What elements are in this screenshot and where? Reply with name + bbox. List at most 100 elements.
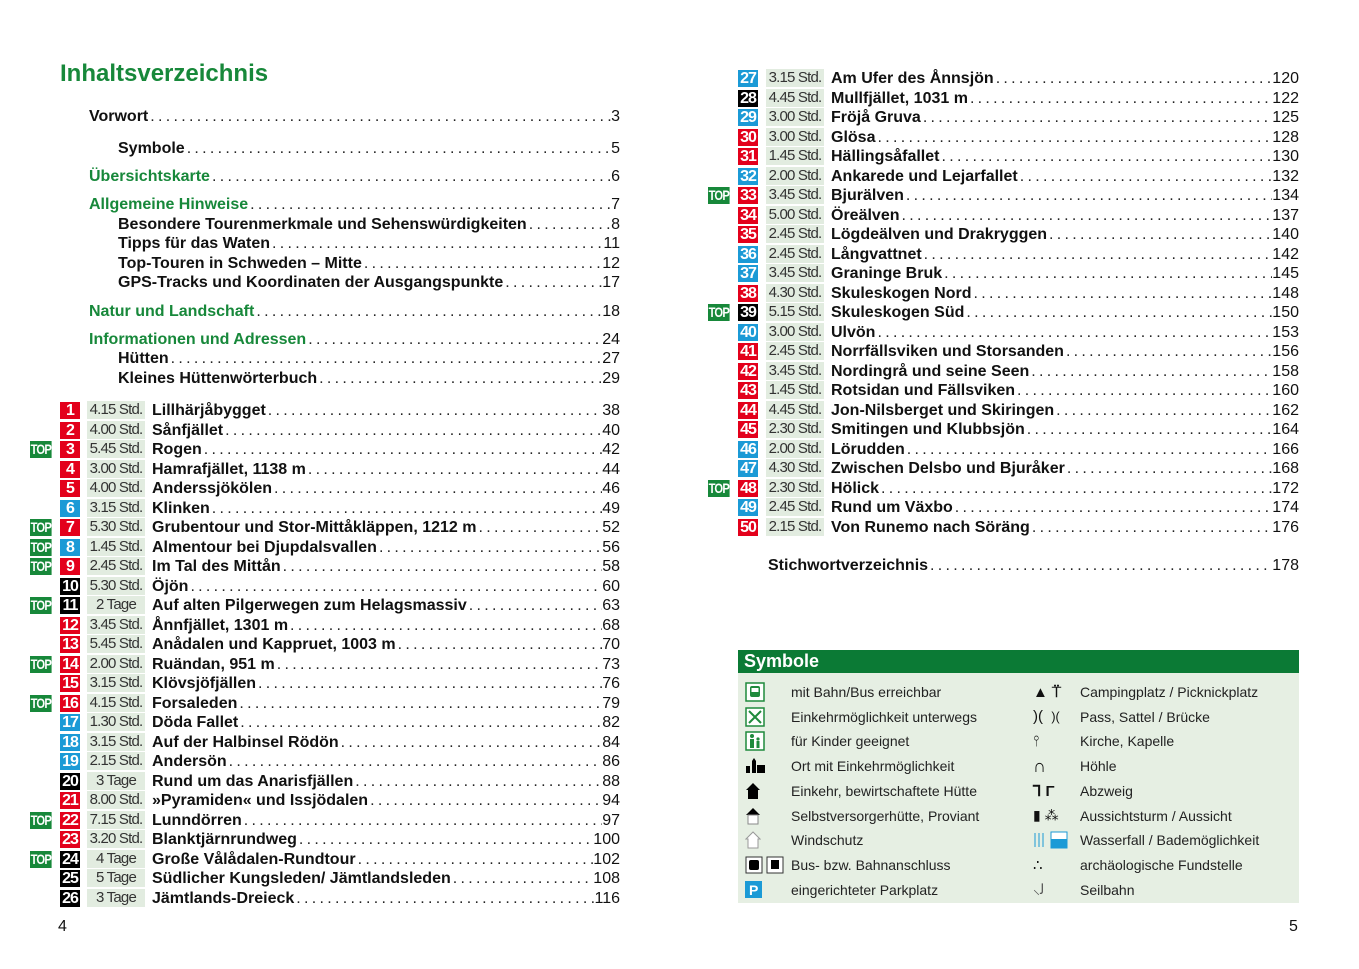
toc-entry[interactable]: Informationen und Adressen..............… bbox=[89, 330, 620, 350]
entry-label: Tipps für das Waten bbox=[118, 235, 271, 252]
tour-entry[interactable]: Große Vålådalen-Rundtour................… bbox=[152, 850, 620, 869]
tour-entry[interactable]: Ånnfjället, 1301 m......................… bbox=[152, 616, 620, 635]
tour-entry[interactable]: Ruändan, 951 m..........................… bbox=[152, 655, 620, 674]
self-catering-hut-icon bbox=[745, 806, 761, 826]
tour-entry[interactable]: Lunndörren..............................… bbox=[152, 811, 620, 830]
tour-number-badge: 37 bbox=[738, 265, 758, 282]
toc-entry[interactable]: Symbole.................................… bbox=[118, 139, 620, 159]
tour-entry[interactable]: Norrfällsviken und Storsanden...........… bbox=[831, 342, 1299, 361]
tour-entry[interactable]: Smitingen und Klubbsjön.................… bbox=[831, 420, 1299, 439]
tour-entry[interactable]: Ankarede und Lejarfallet................… bbox=[831, 167, 1299, 186]
tour-entry[interactable]: Lögdeälven und Drakryggen...............… bbox=[831, 225, 1299, 244]
tour-entry[interactable]: Fröjå Gruva.............................… bbox=[831, 108, 1299, 127]
tour-entry[interactable]: Zwischen Delsbo und Bjuråker............… bbox=[831, 459, 1299, 478]
toc-entry[interactable]: Vorwort.................................… bbox=[89, 107, 620, 127]
tour-duration: 3.20 Std. bbox=[87, 830, 145, 848]
toc-entry[interactable]: Natur und Landschaft....................… bbox=[89, 302, 620, 322]
tour-entry[interactable]: Anådalen und Kappruet, 1003 m...........… bbox=[152, 635, 620, 654]
tour-entry[interactable]: Sånfjället..............................… bbox=[152, 421, 620, 440]
symbol-label: eingerichteter Parkplatz bbox=[791, 881, 939, 898]
tour-entry[interactable]: Jon-Nilsberget und Skiringen............… bbox=[831, 401, 1299, 420]
tour-entry[interactable]: Forsaleden..............................… bbox=[152, 694, 620, 713]
tour-duration: 8.00 Std. bbox=[87, 791, 145, 809]
tour-entry[interactable]: Jämtlands-Dreieck.......................… bbox=[152, 889, 620, 908]
tour-entry[interactable]: Rotsidan und Fällsviken.................… bbox=[831, 381, 1299, 400]
tour-number-badge: 25 bbox=[60, 870, 80, 887]
tour-entry[interactable]: »Pyramiden« und Issjödalen..............… bbox=[152, 791, 620, 810]
toc-entry[interactable]: Kleines Hüttenwörterbuch................… bbox=[118, 369, 620, 389]
tour-entry[interactable]: Auf der Halbinsel Rödön.................… bbox=[152, 733, 620, 752]
tour-title: Klövsjöfjällen bbox=[152, 675, 257, 692]
toc-entry-index[interactable]: Stichwortverzeichnis ...................… bbox=[768, 556, 1299, 575]
tour-entry[interactable]: Am Ufer des Ånnsjön.....................… bbox=[831, 69, 1299, 88]
dot-leader: ........................................… bbox=[505, 274, 602, 291]
tour-entry[interactable]: Mullfjället, 1031 m.....................… bbox=[831, 89, 1299, 108]
tour-duration: 5 Tage bbox=[87, 869, 145, 887]
dot-leader: ........................................… bbox=[877, 323, 1273, 341]
tour-number-badge: 19 bbox=[60, 753, 80, 770]
tour-entry[interactable]: Lörudden................................… bbox=[831, 440, 1299, 459]
tour-title: Lillhärjåbygget bbox=[152, 402, 266, 419]
tour-entry[interactable]: Bjurälven...............................… bbox=[831, 186, 1299, 205]
tour-entry[interactable]: Rund um das Anarisfjällen...............… bbox=[152, 772, 620, 791]
tour-page: 68 bbox=[602, 616, 620, 634]
tour-entry[interactable]: Von Runemo nach Söräng..................… bbox=[831, 518, 1299, 537]
tour-number-badge: 47 bbox=[738, 460, 758, 477]
tour-entry[interactable]: Im Tal des Mittån.......................… bbox=[152, 557, 620, 576]
toc-entry[interactable]: Tipps für das Waten.....................… bbox=[118, 234, 620, 254]
tour-entry[interactable]: Öjön....................................… bbox=[152, 577, 620, 596]
tour-duration: 2.30 Std. bbox=[766, 478, 824, 497]
tour-entry[interactable]: Anderssjökölen..........................… bbox=[152, 479, 620, 498]
tour-entry[interactable]: Blanktjärnrundweg.......................… bbox=[152, 830, 620, 849]
tour-entry[interactable]: Südlicher Kungsleden/ Jämtlandsleden....… bbox=[152, 869, 620, 888]
dot-leader: ........................................… bbox=[1017, 382, 1273, 399]
tour-entry[interactable]: Långvattnet.............................… bbox=[831, 245, 1299, 264]
tour-page: 63 bbox=[602, 597, 620, 614]
tour-entry[interactable]: Klinken.................................… bbox=[152, 499, 620, 518]
tour-entry[interactable]: Öreälven................................… bbox=[831, 206, 1299, 225]
toc-entry[interactable]: Hütten..................................… bbox=[118, 349, 620, 369]
tour-entry[interactable]: Hamrafjället, 1138 m....................… bbox=[152, 460, 620, 479]
tour-entry[interactable]: Glösa...................................… bbox=[831, 128, 1299, 147]
tour-number-badge: 4 bbox=[60, 460, 80, 478]
tour-duration: 2.00 Std. bbox=[87, 654, 145, 673]
toc-entry[interactable]: Top-Touren in Schweden – Mitte..........… bbox=[118, 254, 620, 274]
dot-leader: ........................................… bbox=[1031, 362, 1272, 380]
tour-duration: 4.30 Std. bbox=[766, 459, 824, 477]
tour-title: Am Ufer des Ånnsjön bbox=[831, 70, 994, 87]
tour-entry[interactable]: Nordingrå und seine Seen................… bbox=[831, 362, 1299, 381]
toc-entry[interactable]: Allgemeine Hinweise.....................… bbox=[89, 195, 620, 215]
top-tour-badge: TOP bbox=[30, 558, 52, 575]
toc-entry[interactable]: Besondere Tourenmerkmale und Sehenswürdi… bbox=[118, 215, 620, 235]
tour-page: 73 bbox=[602, 655, 620, 673]
tour-entry[interactable]: Hölick..................................… bbox=[831, 479, 1299, 498]
tour-entry[interactable]: Skuleskogen Süd.........................… bbox=[831, 303, 1299, 322]
tour-entry[interactable]: Auf alten Pilgerwegen zum Helagsmassiv..… bbox=[152, 596, 620, 615]
tour-title: Bjurälven bbox=[831, 187, 904, 204]
tour-entry[interactable]: Döda Fallet.............................… bbox=[152, 713, 620, 732]
tour-entry[interactable]: Ulvön...................................… bbox=[831, 323, 1299, 342]
tour-entry[interactable]: Andersön................................… bbox=[152, 752, 620, 771]
tour-entry[interactable]: Hällingsåfallet.........................… bbox=[831, 147, 1299, 166]
tour-duration: 1.30 Std. bbox=[87, 713, 145, 731]
tour-entry[interactable]: Rund um Växbo...........................… bbox=[831, 498, 1299, 517]
tour-entry[interactable]: Skuleskogen Nord........................… bbox=[831, 284, 1299, 303]
tour-entry[interactable]: Klövsjöfjällen..........................… bbox=[152, 674, 620, 693]
tour-entry[interactable]: Lillhärjåbygget.........................… bbox=[152, 401, 620, 420]
tour-entry[interactable]: Rogen...................................… bbox=[152, 440, 620, 459]
tour-entry[interactable]: Almentour bei Djupdalsvallen............… bbox=[152, 538, 620, 557]
tour-duration: 4.00 Std. bbox=[87, 479, 145, 497]
tour-entry[interactable]: Grubentour und Stor-Mittåkläppen, 1212 m… bbox=[152, 518, 620, 537]
tour-number-badge: 41 bbox=[738, 343, 758, 360]
toc-entry[interactable]: Übersichtskarte.........................… bbox=[89, 167, 620, 187]
dot-leader: ........................................… bbox=[243, 811, 603, 829]
entry-label: Symbole bbox=[118, 140, 185, 157]
toc-entry[interactable]: GPS-Tracks und Koordinaten der Ausgangsp… bbox=[118, 273, 620, 293]
tour-title: Auf der Halbinsel Rödön bbox=[152, 733, 339, 751]
dot-leader: ........................................… bbox=[923, 245, 1273, 263]
tour-title: Fröjå Gruva bbox=[831, 109, 921, 126]
tour-number-badge: 2 bbox=[60, 421, 80, 439]
dot-leader: ........................................… bbox=[452, 870, 594, 887]
tour-entry[interactable]: Graninge Bruk...........................… bbox=[831, 264, 1299, 283]
tour-duration: 2.30 Std. bbox=[766, 420, 824, 438]
